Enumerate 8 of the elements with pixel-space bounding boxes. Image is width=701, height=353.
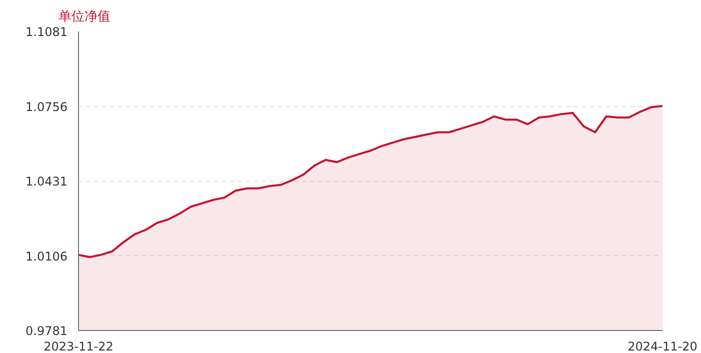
y-tick-label: 1.1081	[26, 25, 68, 39]
x-tick-label: 2023-11-22	[44, 340, 114, 353]
chart-title: 单位净值	[58, 10, 110, 24]
y-tick-label: 1.0106	[26, 249, 68, 264]
y-tick-label: 1.0756	[26, 100, 68, 114]
y-tick-label: 1.0431	[26, 174, 68, 188]
y-tick-label: 0.9781	[26, 324, 68, 338]
x-tick-label: 2024-11-20	[628, 340, 698, 353]
